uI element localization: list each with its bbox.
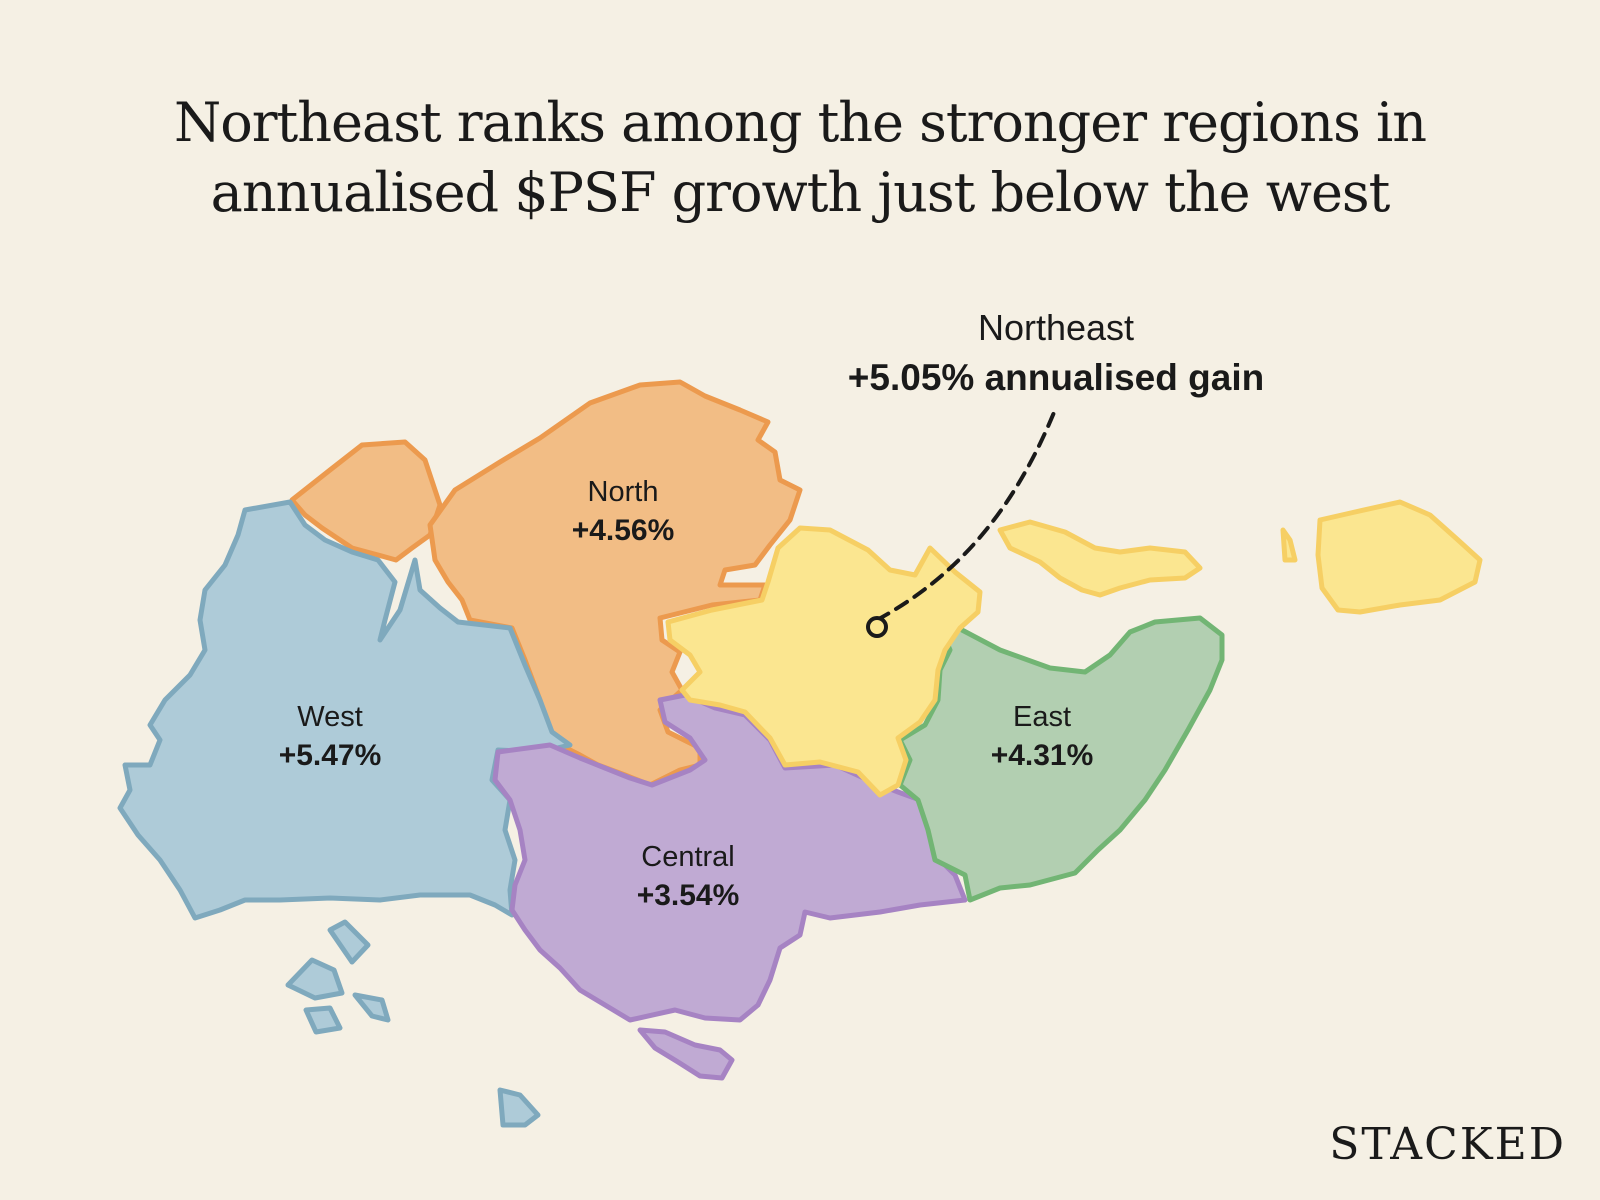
region-west-island-2 [285,957,345,1001]
label-east-value: +4.31% [991,739,1094,772]
callout-leader-line [875,408,1057,622]
label-west-name: West [297,701,363,733]
region-northeast-island-3 [1315,499,1483,615]
region-northeast [665,499,1483,798]
map-title: Northeast ranks among the stronger regio… [0,88,1600,228]
label-north-value: +4.56% [572,514,675,547]
region-central-island [637,1027,735,1081]
callout-marker [866,616,888,638]
region-northeast-island-1 [997,519,1203,598]
region-west-island-5 [497,1087,541,1128]
brand-logo: STACKED [1329,1119,1566,1170]
region-central [492,692,968,1081]
region-central-shape [492,692,968,1023]
region-northeast-island-2 [1280,527,1298,563]
region-west [117,499,573,1128]
region-north-island [289,439,443,563]
region-northeast-shape [665,525,983,798]
callout-name: Northeast [978,307,1134,348]
region-west-island-1 [327,919,371,965]
label-central-name: Central [641,841,735,873]
callout-value: +5.05% annualised gain [848,357,1264,398]
label-west-value: +5.47% [279,739,382,772]
label-central-value: +3.54% [637,879,740,912]
title-line-2: annualised $PSF growth just below the we… [210,161,1391,224]
region-west-shape [117,499,573,921]
region-north [289,379,803,788]
region-west-island-4 [303,1005,343,1035]
title-line-1: Northeast ranks among the stronger regio… [173,91,1427,154]
label-east-name: East [1013,701,1071,733]
label-north-name: North [588,476,659,508]
region-west-island-3 [352,992,391,1023]
